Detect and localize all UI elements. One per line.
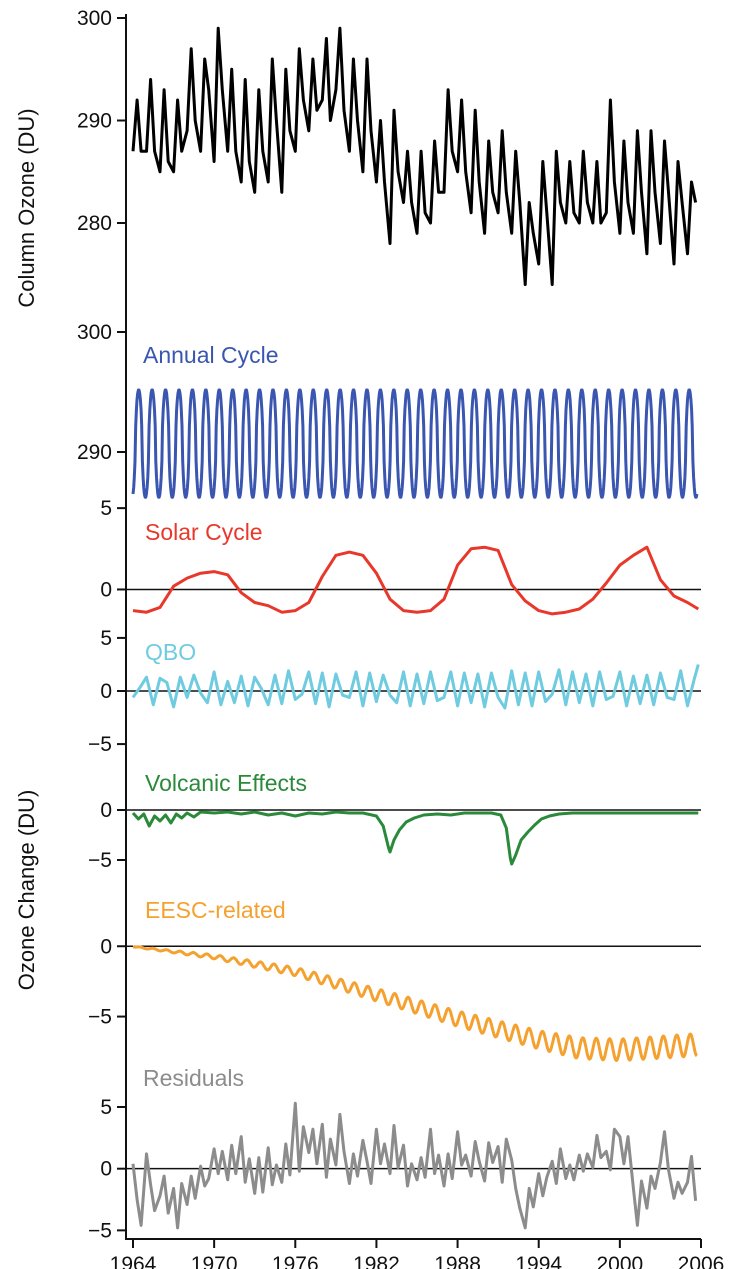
panel-label-solar: Solar Cycle: [145, 519, 263, 545]
y-axis-title-top: Column Ozone (DU): [14, 108, 39, 307]
y-tick-label-annual-0: 300: [77, 321, 112, 344]
panel-label-eesc: EESC-related: [145, 897, 286, 923]
y-axis-title-ozone-change: Ozone Change (DU): [14, 790, 39, 991]
series-line-observed: [131, 26, 698, 286]
y-tick-label-qbo-0: 5: [100, 627, 112, 650]
x-tick-label-1: 1970: [191, 1253, 238, 1269]
y-tick-label-residuals-0: 5: [100, 1096, 112, 1119]
panel-label-qbo: QBO: [145, 639, 196, 665]
plot-frame: [125, 14, 701, 1240]
panel-volcanic: 0 −5 Volcanic Effects: [88, 770, 701, 872]
panel-eesc: 0 −5 EESC-related: [88, 897, 701, 1062]
x-tick-label-7: 2006: [678, 1253, 725, 1269]
x-tick-label-6: 2000: [596, 1253, 643, 1269]
y-tick-label-observed-2: 280: [77, 212, 112, 235]
y-tick-label-eesc-0: 0: [100, 935, 112, 958]
series-line-annual: [131, 388, 699, 499]
series-line-volcanic: [131, 810, 699, 866]
y-tick-label-volcanic-0: 0: [100, 799, 112, 822]
y-axis-title-bottom: Ozone Change (DU): [14, 790, 39, 991]
series-line-solar: [132, 545, 700, 616]
y-tick-label-observed-1: 290: [77, 110, 112, 133]
panel-annual: 300 290 Annual Cycle: [77, 321, 699, 499]
y-tick-label-solar-1: 0: [100, 578, 112, 601]
panel-qbo: 5 0 −5 QBO: [88, 627, 701, 756]
series-line-eesc: [132, 945, 698, 1062]
panel-solar: 5 0 Solar Cycle: [100, 497, 701, 616]
panel-label-annual: Annual Cycle: [143, 342, 279, 368]
y-tick-label-eesc-1: −5: [88, 1006, 112, 1029]
x-tick-label-0: 1964: [110, 1253, 157, 1269]
panel-residuals: 5 0 −5 Residuals: [88, 1065, 701, 1242]
x-tick-label-4: 1988: [434, 1253, 481, 1269]
y-tick-label-residuals-1: 0: [100, 1158, 112, 1181]
chart-panels: 300 290 280 300 290 Annual Cycle 5 0 Solar Cycle…: [77, 7, 701, 1242]
y-tick-label-qbo-2: −5: [88, 733, 112, 756]
y-tick-label-residuals-2: −5: [88, 1219, 112, 1242]
x-tick-label-3: 1982: [353, 1253, 400, 1269]
y-tick-label-qbo-1: 0: [100, 680, 112, 703]
y-tick-label-solar-0: 5: [100, 497, 112, 520]
series-line-residuals: [131, 1101, 698, 1230]
x-tick-label-5: 1994: [515, 1253, 562, 1269]
series-line-qbo: [131, 664, 700, 710]
x-axis: 1964 1970 1976 1982 1988 1994 2000 2006: [110, 1239, 725, 1269]
panel-observed: 300 290 280: [77, 7, 698, 286]
panel-label-residuals: Residuals: [143, 1065, 244, 1091]
y-axis-title-column-ozone: Column Ozone (DU): [14, 108, 39, 307]
y-tick-label-observed-0: 300: [77, 7, 112, 30]
panel-label-volcanic: Volcanic Effects: [145, 770, 307, 796]
y-tick-label-annual-1: 290: [77, 441, 112, 464]
y-tick-label-volcanic-1: −5: [88, 849, 112, 872]
x-tick-label-2: 1976: [272, 1253, 319, 1269]
